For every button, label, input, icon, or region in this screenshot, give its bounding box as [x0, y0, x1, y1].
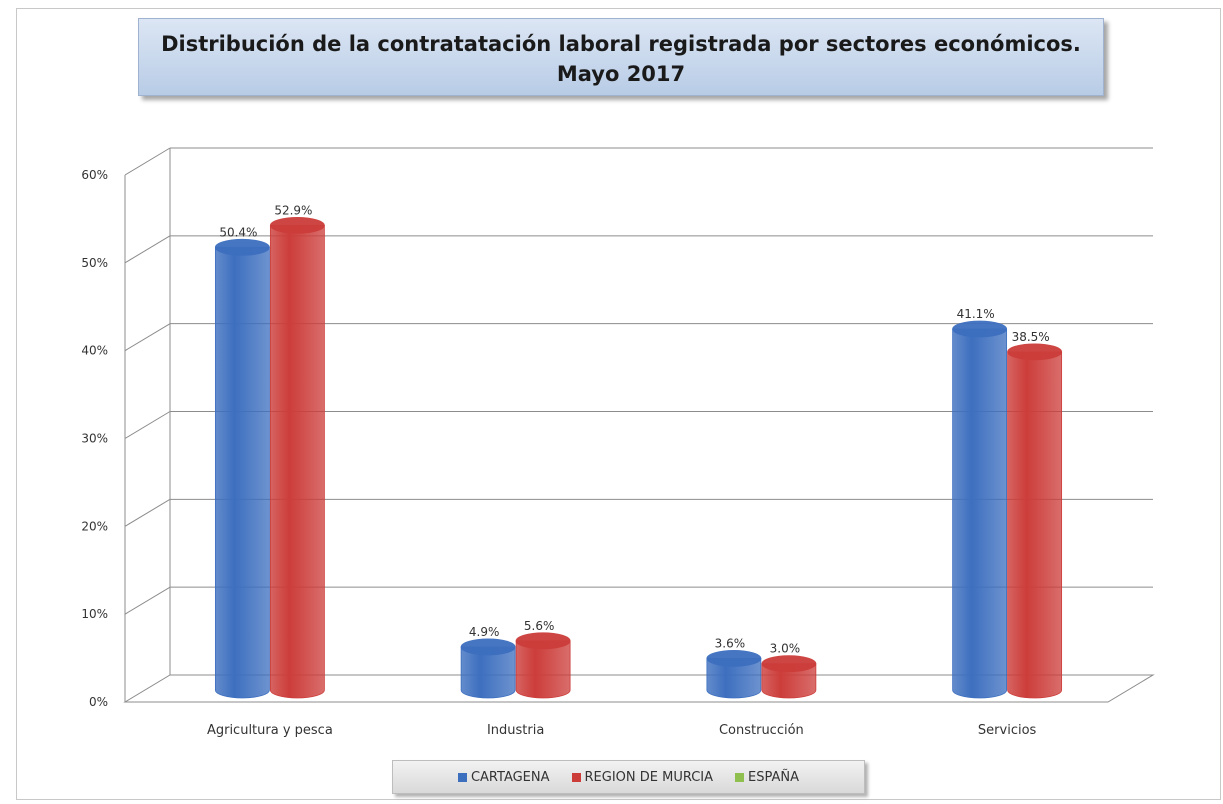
bar-region-de-murcia-agricultura-y-pesca [269, 224, 325, 699]
chart-title-box: Distribución de la contratatación labora… [138, 18, 1104, 96]
legend-swatch-region-de-murcia [571, 772, 581, 782]
gridline-diagonal [124, 323, 171, 352]
legend-item-region-de-murcia: REGION DE MURCIA [571, 769, 714, 785]
data-label-region-de-murcia-servicios: 38.5% [1012, 330, 1050, 344]
bar-region-de-murcia-servicios [1007, 351, 1063, 699]
legend-item-espana: ESPAÑA [735, 770, 799, 785]
x-tick-label-construccion: Construcción [719, 723, 804, 738]
chart-title-line-1: Distribución de la contratatación labora… [161, 32, 1081, 56]
gridline-diagonal [124, 235, 171, 264]
bar-cartagena-industria [460, 646, 516, 699]
bar-region-de-murcia-industria [515, 640, 571, 699]
bars [214, 216, 1063, 699]
bar-cartagena-construccion-top [706, 649, 762, 667]
bar-region-de-murcia-servicios-top [1007, 343, 1063, 361]
legend-swatch-espana [735, 772, 745, 782]
y-tick-label: 0% [89, 695, 108, 709]
y-tick-label: 30% [81, 432, 108, 446]
x-tick-labels: Agricultura y pesca Industria Construcción… [207, 723, 1037, 738]
gridline-diagonal [124, 147, 171, 176]
data-label-region-de-murcia-industria: 5.6% [524, 619, 555, 633]
x-tick-label-agricultura-y-pesca: Agricultura y pesca [207, 723, 333, 738]
data-label-region-de-murcia-agricultura-y-pesca: 52.9% [274, 203, 312, 217]
legend: CARTAGENA REGION DE MURCIA ESPAÑA [392, 760, 865, 794]
gridline-diagonal [124, 586, 171, 615]
bar-cartagena-agricultura-y-pesca-top [214, 238, 270, 256]
y-tick-label: 50% [81, 256, 108, 270]
legend-label-cartagena: CARTAGENA [470, 769, 550, 785]
data-label-cartagena-servicios: 41.1% [957, 307, 995, 321]
bar-region-de-murcia-agricultura-y-pesca-top [269, 216, 325, 234]
data-labels: 50.4% 52.9% 4.9% 5.6% 3.6% 3.0% 41.1% 38.5% [219, 203, 1049, 655]
bar-cartagena-construccion [706, 657, 762, 699]
bar-cartagena-servicios [952, 328, 1008, 699]
data-label-region-de-murcia-construccion: 3.0% [770, 642, 801, 656]
x-tick-label-servicios: Servicios [978, 723, 1037, 738]
floor-plane [123, 674, 1155, 703]
bar-region-de-murcia-construccion [761, 663, 817, 699]
legend-swatch-cartagena [457, 772, 467, 782]
y-tick-label: 60% [81, 168, 108, 182]
gridline-diagonal [124, 411, 171, 439]
y-tick-label: 40% [81, 344, 108, 358]
legend-label-region-de-murcia: REGION DE MURCIA [584, 769, 714, 785]
y-tick-labels: 0% 10% 20% 30% 40% 50% 60% [81, 168, 108, 709]
bar-cartagena-agricultura-y-pesca [214, 246, 270, 699]
y-tick-label: 20% [81, 519, 108, 533]
data-label-cartagena-construccion: 3.6% [715, 636, 746, 650]
bar-region-de-murcia-construccion-top [761, 655, 817, 673]
bar-cartagena-industria-top [460, 638, 516, 656]
chart-title-line-2: Mayo 2017 [556, 62, 686, 86]
x-tick-label-industria: Industria [487, 723, 544, 738]
gridline-diagonal [124, 498, 171, 527]
bar-region-de-murcia-industria-top [515, 632, 571, 650]
legend-item-cartagena: CARTAGENA [457, 769, 550, 785]
legend-label-espana: ESPAÑA [748, 769, 800, 785]
data-label-cartagena-agricultura-y-pesca: 50.4% [219, 225, 257, 239]
y-tick-label: 10% [81, 607, 108, 621]
data-label-cartagena-industria: 4.9% [469, 625, 500, 639]
bar-cartagena-servicios-top [952, 320, 1008, 338]
